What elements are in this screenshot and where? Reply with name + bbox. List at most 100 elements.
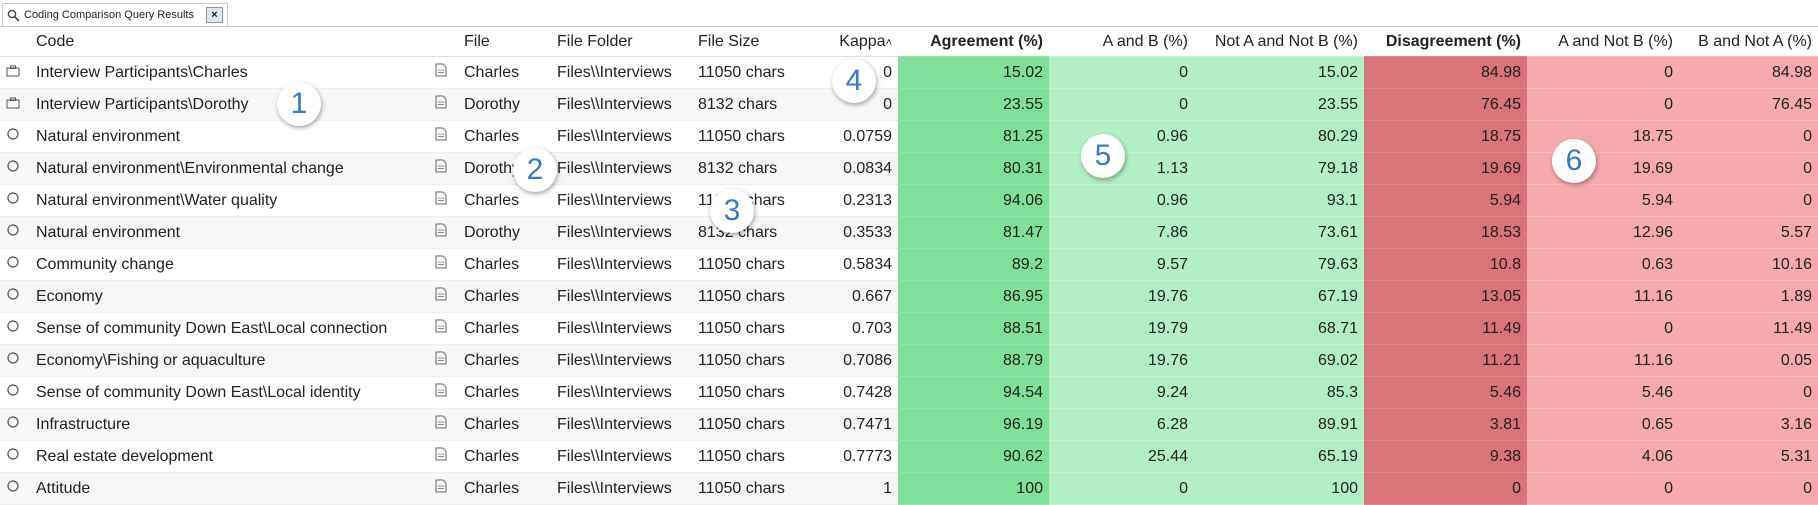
cell: 100 <box>898 472 1049 505</box>
cell: 3.16 <box>1679 408 1818 441</box>
cell: 0.3533 <box>811 216 898 249</box>
row-icon <box>0 120 30 153</box>
table-row[interactable]: Real estate development Charles Files\\Int… <box>0 440 1818 473</box>
cell: 12.96 <box>1527 216 1679 249</box>
table-row[interactable]: Sense of community Down East\Local conne… <box>0 312 1818 345</box>
cell: Files\\Interviews <box>551 472 692 505</box>
file-icon <box>429 376 458 409</box>
table-row[interactable]: Community change Charles Files\\Interviews… <box>0 248 1818 281</box>
document-icon <box>435 255 447 269</box>
table-row[interactable]: Infrastructure Charles Files\\Interviews 11… <box>0 408 1818 441</box>
cell: Dorothy <box>458 88 551 121</box>
table-row[interactable]: Natural environment\Water quality Charles… <box>0 184 1818 217</box>
row-icon <box>0 88 30 121</box>
cell: 11050 chars <box>692 376 811 409</box>
table-row[interactable]: Natural environment Charles Files\\Intervi… <box>0 120 1818 153</box>
cell: 0.5834 <box>811 248 898 281</box>
node-icon <box>7 320 19 332</box>
cell: Files\\Interviews <box>551 312 692 345</box>
column-header[interactable]: Not A and Not B (%) <box>1194 27 1364 57</box>
cell: 0.703 <box>811 312 898 345</box>
cell: 0 <box>1527 472 1679 505</box>
column-header[interactable]: B and Not A (%) <box>1679 27 1818 57</box>
cell: 19.69 <box>1364 152 1527 185</box>
row-icon <box>0 216 30 249</box>
cell: 11050 chars <box>692 312 811 345</box>
row-icon <box>0 440 30 473</box>
table-row[interactable]: Natural environment\Environmental change… <box>0 152 1818 185</box>
cell: 11.16 <box>1527 280 1679 313</box>
cell: 11050 chars <box>692 248 811 281</box>
cell: 0.667 <box>811 280 898 313</box>
node-icon <box>7 256 19 268</box>
column-header[interactable]: File Folder <box>551 27 692 57</box>
file-icon <box>429 88 458 121</box>
cell: 3.81 <box>1364 408 1527 441</box>
node-icon <box>7 160 19 172</box>
tab[interactable]: Coding Comparison Query Results × <box>2 3 228 26</box>
cell: 9.24 <box>1049 376 1194 409</box>
cell: 65.19 <box>1194 440 1364 473</box>
row-icon <box>0 408 30 441</box>
cell: 84.98 <box>1364 56 1527 89</box>
column-header[interactable]: A and Not B (%) <box>1527 27 1679 57</box>
document-icon <box>435 383 447 397</box>
cell: 0.0759 <box>811 120 898 153</box>
column-header[interactable]: File <box>458 27 551 57</box>
table-row[interactable]: Sense of community Down East\Local ident… <box>0 376 1818 409</box>
close-button[interactable]: × <box>205 7 223 23</box>
cell: Charles <box>458 376 551 409</box>
cell: 80.29 <box>1194 120 1364 153</box>
case-icon <box>6 97 20 108</box>
cell: 19.76 <box>1049 280 1194 313</box>
cell: 79.18 <box>1194 152 1364 185</box>
cell: 0.7773 <box>811 440 898 473</box>
results-table: Code File File Folder File Size Kappa˄ Agreem… <box>0 27 1818 505</box>
document-icon <box>435 479 447 493</box>
cell: 8132 chars <box>692 88 811 121</box>
table-row[interactable]: Natural environment Dorothy Files\\Intervi… <box>0 216 1818 249</box>
header-row: Code File File Folder File Size Kappa˄ Agreem… <box>0 27 1818 57</box>
column-header[interactable]: Kappa˄ <box>811 27 898 57</box>
table-row[interactable]: Interview Participants\Charles Charles Fil… <box>0 56 1818 89</box>
column-header[interactable]: Code <box>30 27 429 57</box>
callout: 2 <box>513 148 557 192</box>
cell: 0.2313 <box>811 184 898 217</box>
cell: 15.02 <box>1194 56 1364 89</box>
document-icon <box>435 319 447 333</box>
cell: Natural environment <box>30 120 429 153</box>
cell: 25.44 <box>1049 440 1194 473</box>
cell: Files\\Interviews <box>551 56 692 89</box>
cell: 0 <box>1364 472 1527 505</box>
cell: Economy\Fishing or aquaculture <box>30 344 429 377</box>
column-header[interactable]: File Size <box>692 27 811 57</box>
column-header[interactable]: Disagreement (%) <box>1364 27 1527 57</box>
cell: 0.0834 <box>811 152 898 185</box>
node-icon <box>7 224 19 236</box>
column-header[interactable]: A and B (%) <box>1049 27 1194 57</box>
cell: 18.75 <box>1364 120 1527 153</box>
table-row[interactable]: Attitude Charles Files\\Interviews 11050 ch… <box>0 472 1818 505</box>
callout: 5 <box>1081 134 1125 178</box>
cell: Files\\Interviews <box>551 408 692 441</box>
cell: 8132 chars <box>692 216 811 249</box>
table-row[interactable]: Interview Participants\Dorothy Dorothy Fil… <box>0 88 1818 121</box>
cell: 80.31 <box>898 152 1049 185</box>
cell: 68.71 <box>1194 312 1364 345</box>
cell: 0.96 <box>1049 184 1194 217</box>
cell: 0 <box>1679 472 1818 505</box>
table-row[interactable]: Economy Charles Files\\Interviews 11050 cha… <box>0 280 1818 313</box>
node-icon <box>7 128 19 140</box>
cell: 19.69 <box>1527 152 1679 185</box>
document-icon <box>435 223 447 237</box>
column-header[interactable]: Agreement (%) <box>898 27 1049 57</box>
cell: 69.02 <box>1194 344 1364 377</box>
cell: 0.7428 <box>811 376 898 409</box>
table-row[interactable]: Economy\Fishing or aquaculture Charles Fil… <box>0 344 1818 377</box>
cell: 0 <box>1679 120 1818 153</box>
cell: 11.21 <box>1364 344 1527 377</box>
cell: 0 <box>1679 152 1818 185</box>
cell: 4.06 <box>1527 440 1679 473</box>
cell: 11.16 <box>1527 344 1679 377</box>
cell: 0.63 <box>1527 248 1679 281</box>
